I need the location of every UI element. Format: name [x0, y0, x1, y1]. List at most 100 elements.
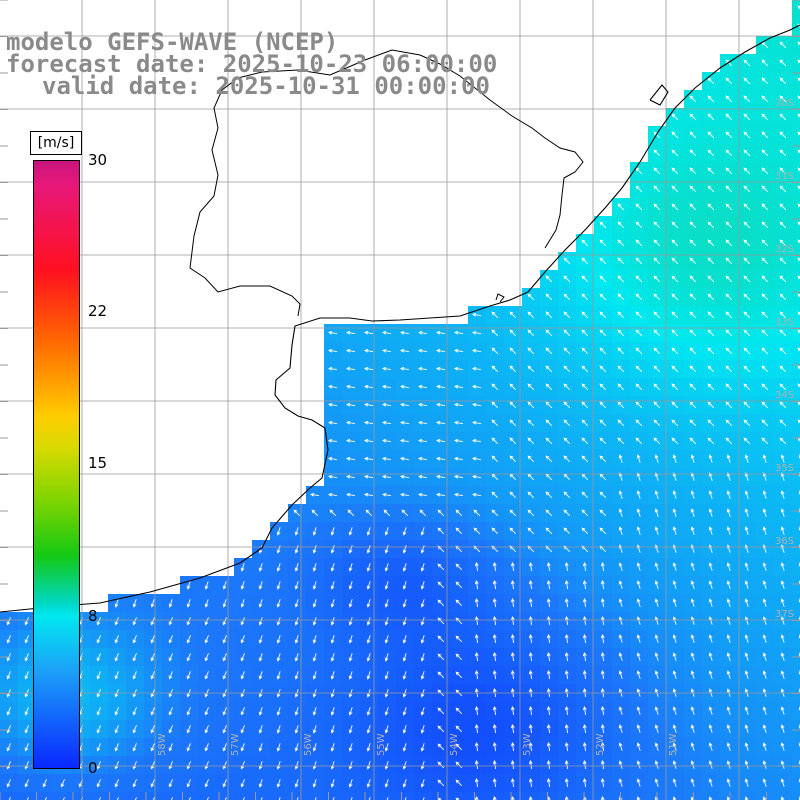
wind-speed-cell	[792, 126, 800, 145]
wind-speed-cell	[792, 0, 800, 19]
wind-arrow	[797, 185, 800, 190]
wind-arrow	[779, 167, 787, 175]
wind-arrow	[581, 455, 589, 463]
wind-arrow	[455, 707, 463, 715]
wind-arrow	[348, 707, 353, 716]
wind-arrow	[563, 293, 571, 301]
wind-arrow	[420, 761, 425, 770]
wind-arrow	[743, 59, 751, 67]
wind-arrow	[400, 366, 410, 371]
wind-arrow	[779, 149, 787, 157]
wind-arrow	[400, 384, 410, 389]
wind-arrow	[635, 257, 643, 265]
wind-arrow	[348, 779, 353, 788]
wind-arrow	[258, 725, 263, 734]
wind-arrow	[707, 239, 715, 247]
wind-arrow	[474, 580, 479, 590]
wind-arrow	[132, 779, 137, 788]
wind-arrow	[328, 492, 338, 497]
wind-arrow	[581, 401, 589, 409]
wind-arrow	[472, 312, 482, 317]
wind-arrow	[346, 456, 356, 461]
wind-arrow	[636, 706, 641, 715]
wind-arrow	[725, 383, 733, 391]
wind-arrow	[240, 743, 245, 752]
wind-arrow	[636, 742, 641, 751]
wind-arrow	[725, 311, 733, 319]
wind-arrow	[527, 509, 535, 517]
wind-arrow	[635, 347, 643, 355]
wind-arrow	[491, 491, 499, 499]
wind-arrow	[348, 599, 353, 608]
wind-arrow	[618, 742, 623, 751]
wind-arrow	[134, 797, 137, 800]
wind-arrow	[365, 509, 373, 517]
wind-arrow	[168, 635, 173, 644]
wind-arrow	[672, 598, 677, 607]
latitude-labels: 30S 31S 32S 33S 34S 35S 36S 37S	[775, 98, 794, 620]
wind-arrow	[42, 779, 47, 788]
wind-arrow	[276, 617, 281, 626]
wind-arrow	[400, 348, 410, 353]
wind-arrow	[384, 563, 389, 572]
wind-arrow	[492, 562, 497, 572]
wind-arrow	[492, 706, 497, 716]
wind-arrow	[510, 796, 515, 800]
wind-arrow	[384, 635, 389, 644]
wind-arrow	[690, 472, 695, 481]
wind-arrow	[276, 725, 281, 734]
wind-arrow	[186, 761, 191, 770]
wind-arrow	[563, 365, 571, 373]
wind-arrow	[761, 221, 769, 229]
wind-arrow	[422, 797, 425, 800]
colorbar	[33, 160, 80, 769]
wind-arrow	[797, 113, 800, 118]
wind-arrow	[454, 438, 464, 443]
wind-arrow	[761, 59, 769, 67]
wind-arrow	[689, 311, 697, 319]
wind-arrow	[672, 634, 677, 643]
wind-arrow	[672, 724, 677, 733]
wind-arrow	[599, 257, 607, 265]
wind-arrow	[204, 581, 209, 590]
wind-arrow	[294, 599, 299, 608]
wind-arrow	[170, 797, 173, 800]
wind-arrow	[708, 616, 713, 625]
wind-arrow	[581, 347, 589, 355]
wind-arrow	[636, 778, 641, 787]
wind-arrow	[455, 563, 463, 571]
wind-arrow	[152, 797, 155, 800]
wind-arrow	[545, 347, 553, 355]
wind-speed-cell	[324, 792, 343, 800]
wind-speed-cell	[126, 792, 145, 800]
wind-arrow	[564, 706, 569, 716]
wind-arrow	[491, 329, 499, 337]
wind-arrow	[491, 527, 499, 535]
wind-arrow	[708, 508, 713, 517]
wind-speed-cell	[792, 774, 800, 793]
wind-arrow	[617, 311, 625, 319]
wind-arrow	[24, 779, 29, 788]
wind-speed-cell	[792, 630, 800, 649]
wind-arrow	[383, 509, 391, 517]
wind-arrow	[420, 599, 425, 608]
wind-arrow	[330, 725, 335, 734]
wind-arrow	[779, 419, 787, 427]
wind-arrow	[528, 706, 533, 716]
wind-arrow	[744, 616, 749, 625]
wind-arrow	[779, 437, 787, 445]
wind-arrow	[744, 706, 749, 715]
wind-arrow	[689, 257, 697, 265]
wind-arrow	[510, 634, 515, 644]
wind-arrow	[491, 455, 499, 463]
wind-arrow	[510, 760, 515, 770]
wind-arrow	[240, 617, 245, 626]
wind-arrow	[762, 742, 767, 751]
wind-arrow	[707, 437, 715, 445]
wind-arrow	[617, 257, 625, 265]
wind-arrow	[24, 635, 29, 644]
wind-arrow	[258, 743, 263, 752]
wind-arrow	[726, 562, 731, 571]
wind-arrow	[312, 599, 317, 608]
wind-arrow	[312, 779, 317, 788]
